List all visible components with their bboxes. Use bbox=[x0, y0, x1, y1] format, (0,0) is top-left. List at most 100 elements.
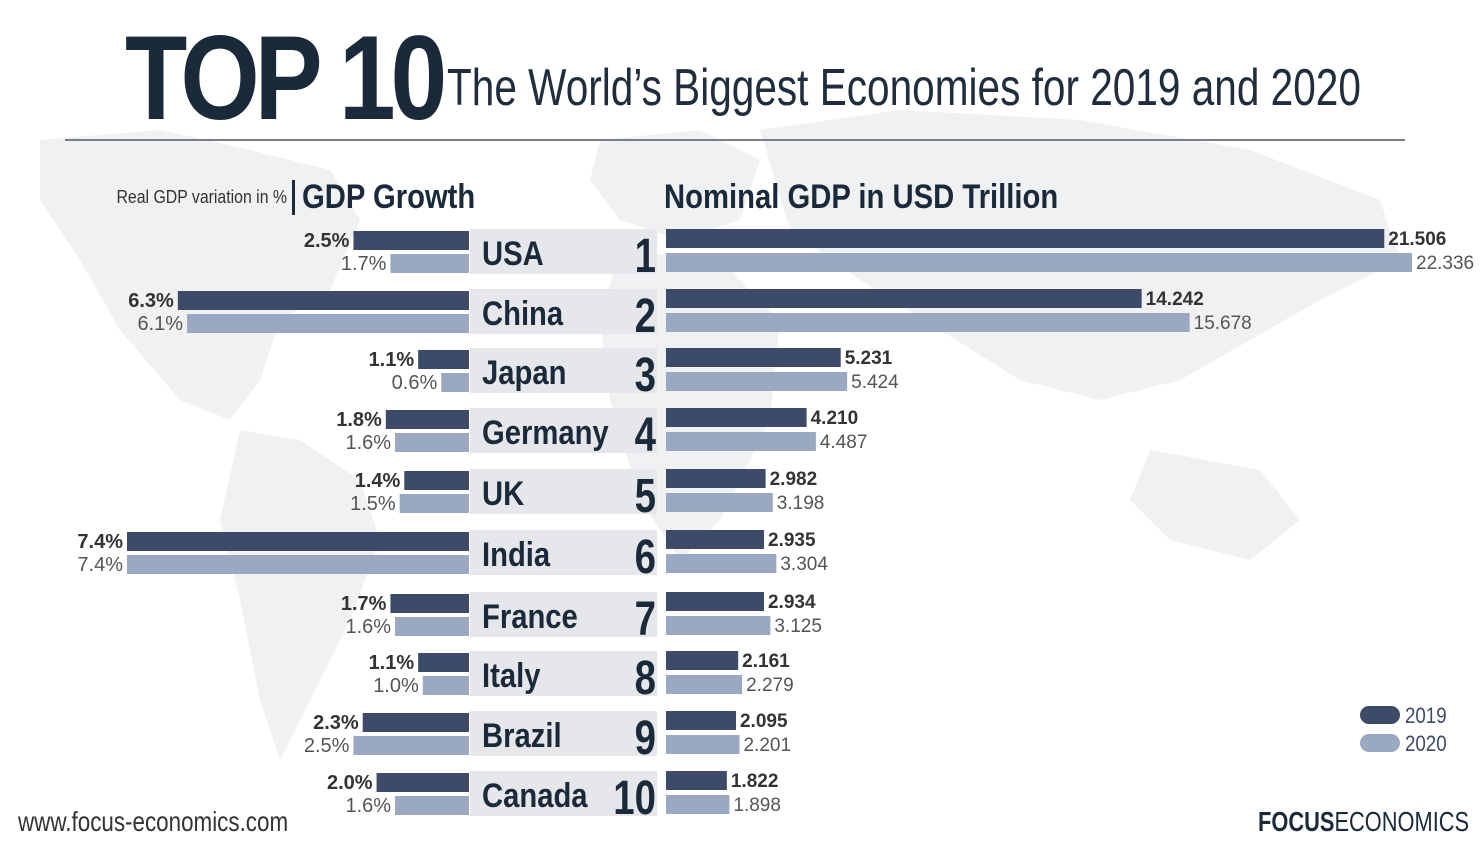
category-label-canada: Canada bbox=[482, 776, 588, 815]
row-band bbox=[470, 771, 657, 816]
growth-bar-2020 bbox=[422, 676, 469, 695]
growth-bar-2019 bbox=[404, 471, 469, 490]
title-divider bbox=[65, 139, 1405, 141]
growth-label-2019: 1.1% bbox=[369, 652, 415, 674]
gdp-bar-2019 bbox=[666, 592, 764, 611]
gdp-bar-2020 bbox=[666, 795, 730, 814]
category-label-japan: Japan bbox=[482, 353, 566, 392]
growth-label-2020: 1.6% bbox=[345, 432, 391, 454]
category-label-uk: UK bbox=[482, 474, 524, 513]
growth-bar-2020 bbox=[395, 617, 469, 636]
growth-label-2019: 2.0% bbox=[327, 772, 373, 794]
footer-brand-logo: FOCUSECONOMICS bbox=[1258, 806, 1469, 838]
gdp-label-2019: 2.934 bbox=[768, 592, 816, 613]
gdp-bar-2019 bbox=[666, 348, 841, 367]
row-band bbox=[470, 348, 657, 393]
growth-bar-2019 bbox=[390, 594, 469, 613]
rank-label: 5 bbox=[635, 470, 656, 523]
growth-bar-2019 bbox=[362, 713, 469, 732]
gdp-bar-2019 bbox=[666, 530, 765, 549]
gdp-bar-2020 bbox=[666, 313, 1190, 332]
brand-rest: ECONOMICS bbox=[1334, 806, 1470, 837]
gdp-label-2020: 4.487 bbox=[820, 432, 868, 453]
legend-label-2020: 2020 bbox=[1405, 731, 1447, 756]
growth-label-2019: 2.5% bbox=[304, 230, 350, 252]
growth-bar-2019 bbox=[418, 350, 469, 369]
row-band bbox=[470, 651, 657, 696]
growth-bar-2019 bbox=[418, 653, 469, 672]
gdp-label-2020: 5.424 bbox=[851, 372, 899, 393]
legend-label-2019: 2019 bbox=[1405, 703, 1447, 728]
growth-bar-2020 bbox=[390, 254, 469, 273]
gdp-label-2020: 3.198 bbox=[777, 493, 825, 514]
category-label-china: China bbox=[482, 294, 564, 333]
growth-label-2020: 1.5% bbox=[350, 493, 396, 515]
rank-label: 9 bbox=[635, 712, 656, 765]
growth-bar-2020 bbox=[399, 494, 469, 513]
growth-bar-2020 bbox=[441, 373, 469, 392]
gdp-bar-2019 bbox=[666, 771, 727, 790]
gdp-bar-2020 bbox=[666, 554, 777, 573]
gdp-label-2019: 4.210 bbox=[811, 408, 859, 429]
gdp-bar-2020 bbox=[666, 616, 771, 635]
growth-bar-2019 bbox=[177, 291, 470, 310]
gdp-label-2019: 2.935 bbox=[768, 530, 816, 551]
gdp-label-2019: 2.095 bbox=[740, 711, 788, 732]
gdp-bar-2020 bbox=[666, 493, 773, 512]
page-subtitle: The World’s Biggest Economies for 2019 a… bbox=[447, 59, 1361, 117]
gdp-label-2020: 3.125 bbox=[774, 616, 822, 637]
row-band bbox=[470, 530, 657, 575]
growth-label-2019: 1.4% bbox=[355, 470, 401, 492]
gdp-label-2020: 15.678 bbox=[1194, 313, 1252, 334]
right-chart-heading: Nominal GDP in USD Trillion bbox=[664, 178, 1059, 216]
growth-bar-2019 bbox=[353, 231, 469, 250]
rank-label: 10 bbox=[613, 772, 656, 825]
rank-label: 6 bbox=[635, 531, 656, 584]
rank-label: 4 bbox=[635, 409, 656, 462]
growth-label-2019: 1.7% bbox=[341, 593, 387, 615]
growth-label-2020: 1.6% bbox=[345, 795, 391, 817]
growth-label-2019: 1.8% bbox=[336, 409, 382, 431]
category-label-india: India bbox=[482, 535, 551, 574]
left-chart-note: Real GDP variation in % bbox=[116, 187, 287, 207]
rank-label: 7 bbox=[635, 593, 656, 646]
growth-label-2020: 2.5% bbox=[304, 735, 350, 757]
gdp-label-2019: 2.982 bbox=[770, 469, 818, 490]
gdp-bar-2020 bbox=[666, 253, 1412, 272]
gdp-label-2019: 2.161 bbox=[742, 651, 790, 672]
gdp-bar-2020 bbox=[666, 432, 816, 451]
brand-bold: FOCUS bbox=[1258, 806, 1335, 837]
gdp-label-2020: 2.201 bbox=[744, 735, 792, 756]
category-label-italy: Italy bbox=[482, 656, 541, 695]
gdp-label-2019: 14.242 bbox=[1146, 289, 1204, 310]
rank-label: 8 bbox=[635, 652, 656, 705]
legend-swatch-2019 bbox=[1360, 706, 1400, 724]
gdp-bar-2020 bbox=[666, 735, 740, 754]
category-label-brazil: Brazil bbox=[482, 716, 562, 755]
growth-bar-2020 bbox=[395, 796, 469, 815]
gdp-bar-2020 bbox=[666, 675, 743, 694]
row-band bbox=[470, 469, 657, 514]
row-band bbox=[470, 711, 657, 756]
heading-separator bbox=[292, 180, 295, 215]
gdp-bar-2020 bbox=[666, 372, 848, 391]
growth-bar-2020 bbox=[395, 433, 469, 452]
row-band bbox=[470, 289, 657, 334]
growth-label-2019: 7.4% bbox=[77, 531, 123, 553]
growth-label-2019: 2.3% bbox=[313, 712, 359, 734]
gdp-label-2020: 3.304 bbox=[780, 554, 828, 575]
growth-bar-2019 bbox=[127, 532, 469, 551]
row-band bbox=[470, 592, 657, 637]
gdp-label-2019: 21.506 bbox=[1388, 229, 1446, 250]
gdp-bar-2019 bbox=[666, 651, 739, 670]
gdp-label-2019: 1.822 bbox=[731, 771, 779, 792]
row-band bbox=[470, 408, 657, 453]
left-chart-heading: GDP Growth bbox=[302, 178, 476, 216]
growth-label-2019: 6.3% bbox=[128, 290, 174, 312]
growth-label-2020: 1.6% bbox=[345, 616, 391, 638]
gdp-bar-2019 bbox=[666, 711, 736, 730]
rank-label: 1 bbox=[635, 230, 656, 283]
gdp-bar-2019 bbox=[666, 289, 1142, 308]
growth-bar-2020 bbox=[127, 555, 469, 574]
growth-label-2020: 0.6% bbox=[392, 372, 438, 394]
